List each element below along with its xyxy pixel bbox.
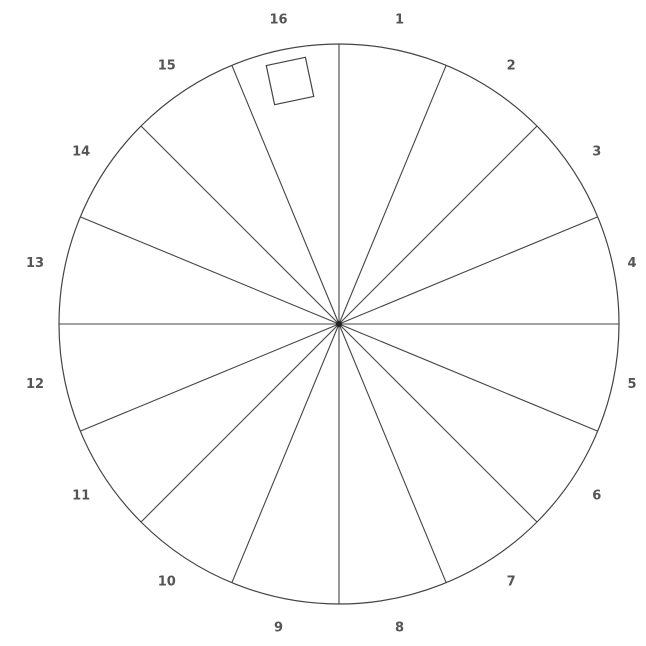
sector-label: 9: [274, 621, 283, 636]
spoke: [338, 216, 598, 325]
sector-label: 1: [395, 13, 404, 28]
sector-label: 6: [592, 489, 601, 504]
sector-label: 12: [26, 377, 44, 392]
sector-label: 11: [72, 489, 90, 504]
spokes: [59, 44, 619, 604]
sector-label: 4: [627, 256, 636, 271]
spoke: [140, 125, 340, 325]
sector-label: 8: [395, 621, 404, 636]
sector-label: 10: [158, 574, 176, 589]
spoke: [338, 323, 538, 523]
spoke: [80, 323, 340, 432]
sector-label: 16: [269, 13, 287, 28]
spoke: [338, 323, 598, 432]
sector-label: 2: [507, 59, 516, 74]
sector-label: 14: [72, 144, 90, 159]
sector-label: 13: [26, 256, 44, 271]
sector-label: 15: [158, 59, 176, 74]
spoke: [338, 125, 538, 325]
sector-label: 3: [592, 144, 601, 159]
spoke: [140, 323, 340, 523]
spoke: [80, 216, 340, 325]
spoke: [338, 65, 447, 325]
hub: [336, 321, 342, 327]
spoke: [338, 323, 447, 583]
marker-square: [265, 56, 315, 106]
sector-label: 7: [507, 574, 516, 589]
spoke: [231, 65, 340, 325]
sector-label: 5: [627, 377, 636, 392]
spoke: [231, 323, 340, 583]
